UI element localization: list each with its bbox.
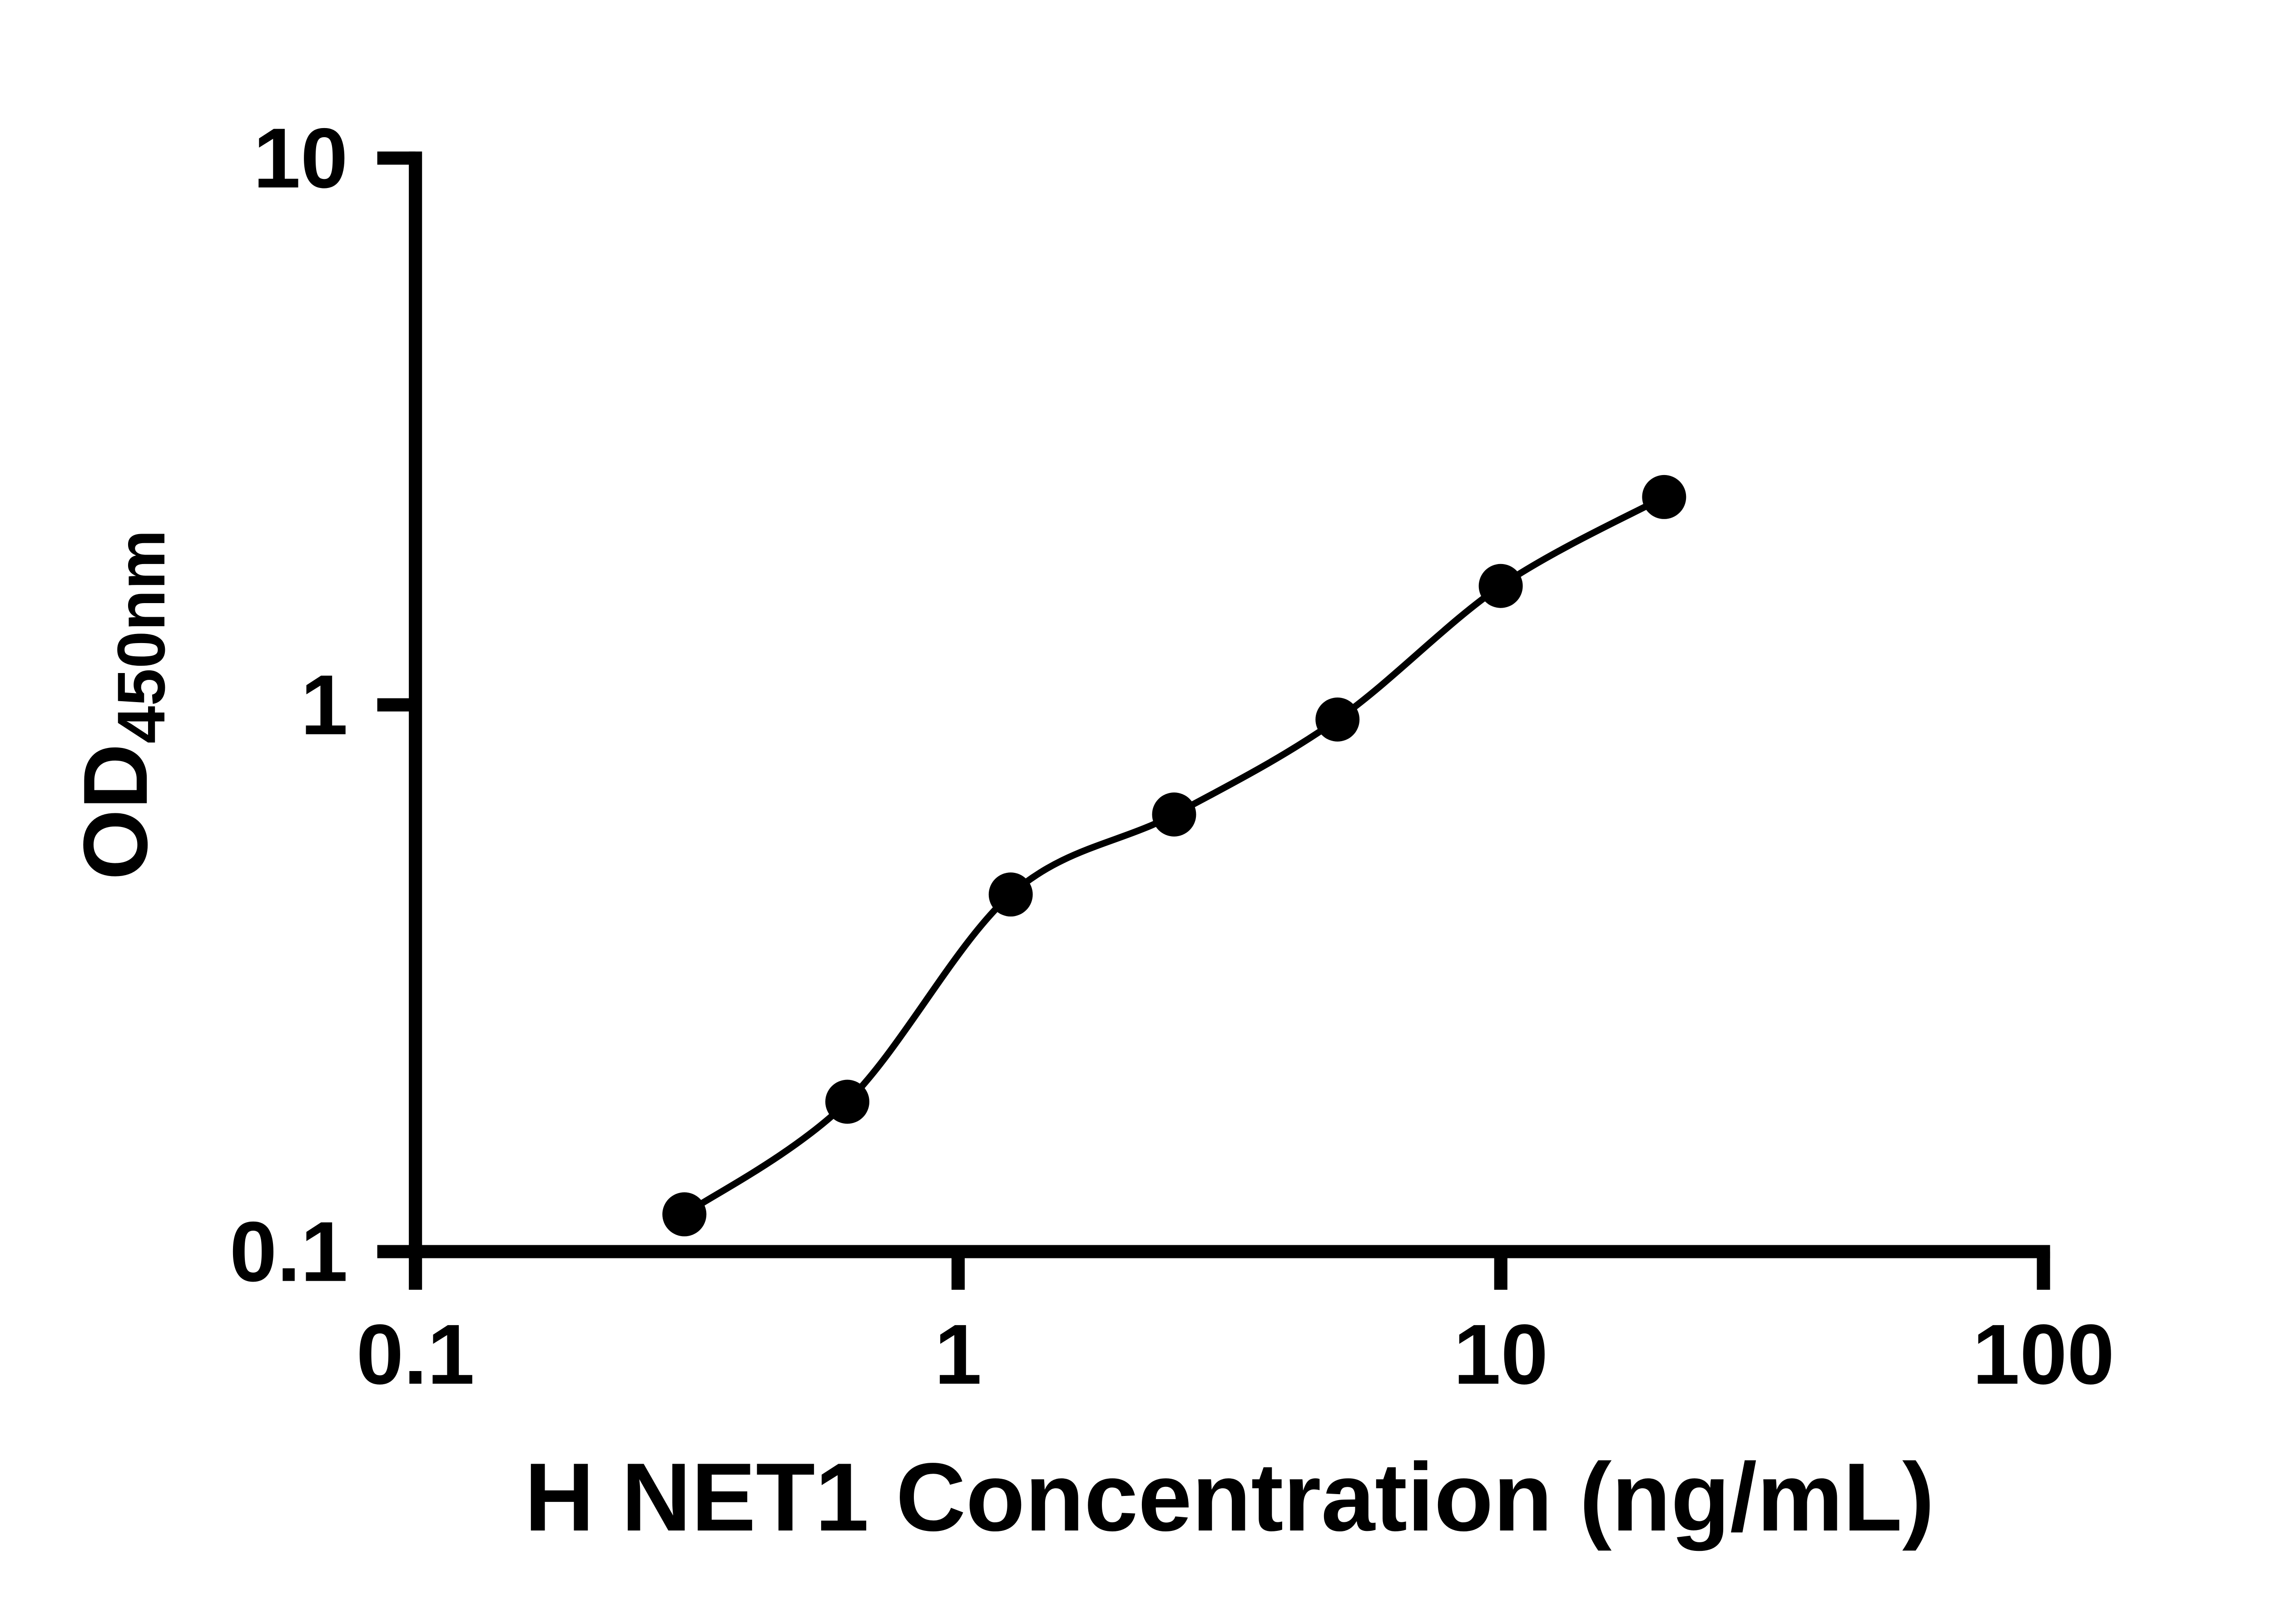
x-axis-title: H NET1 Concentration (ng/mL) (525, 1443, 1935, 1551)
x-tick-label: 1 (934, 1307, 982, 1402)
y-axis-title-main: OD (65, 743, 166, 880)
axes (409, 151, 2050, 1258)
data-point (988, 872, 1033, 917)
x-tick-label: 0.1 (356, 1307, 475, 1402)
data-point (1478, 564, 1523, 608)
y-tick-label: 0.1 (229, 1204, 348, 1299)
data-point (825, 1079, 870, 1124)
y-axis-title: OD450nm (65, 530, 179, 880)
y-tick-label: 10 (253, 110, 348, 206)
y-axis-title-subscript: 450nm (103, 530, 179, 743)
y-tick-label: 1 (301, 657, 348, 753)
data-point (1152, 792, 1196, 837)
x-tick-label: 100 (1973, 1307, 2115, 1402)
x-tick-label: 10 (1453, 1307, 1548, 1402)
data-point (662, 1192, 707, 1237)
data-point (1642, 475, 1686, 519)
data-point (1315, 697, 1360, 742)
